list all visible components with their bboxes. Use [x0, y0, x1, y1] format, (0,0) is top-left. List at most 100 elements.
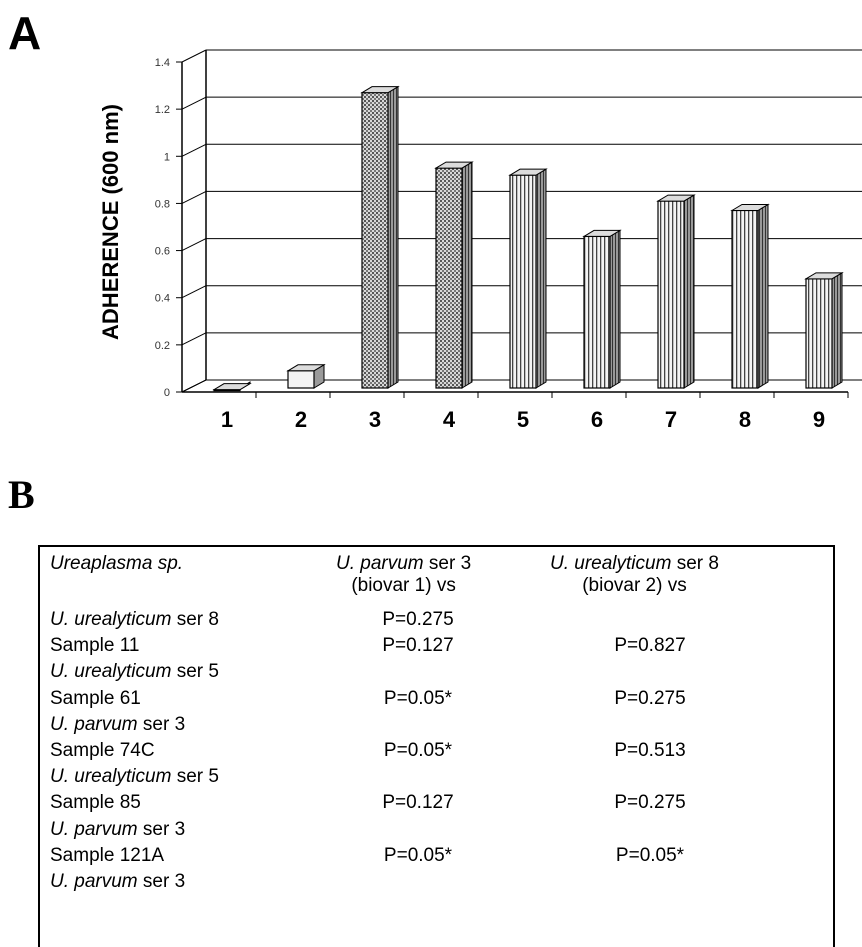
x-tick-label: 5	[517, 407, 529, 432]
y-tick-label: 1.4	[155, 57, 170, 69]
bar-2	[286, 363, 326, 389]
table-row: U. parvum ser 3	[40, 714, 833, 736]
gridline-diag	[181, 49, 207, 63]
p-value-biovar1: P=0.275	[382, 609, 454, 630]
y-tick-label: 0.2	[155, 340, 170, 352]
table-header-biovar1: U. parvum ser 3 (biovar 1) vs	[336, 553, 472, 596]
bar-top	[286, 364, 326, 372]
bar-1	[212, 381, 252, 392]
bar-front	[287, 370, 315, 389]
p-value-biovar2: P=0.513	[614, 740, 686, 761]
table-row: U. urealyticum ser 8 P=0.275	[40, 609, 833, 631]
bar-top	[582, 229, 622, 237]
chart-ticks: 0 0.2 0.4 0.6 0.8 1 1.2 1.4 1 2 3 4 5 6 7 8 9	[155, 57, 849, 432]
bar-8	[730, 203, 770, 389]
x-tick-label: 7	[665, 407, 677, 432]
table-header-species: Ureaplasma sp.	[50, 553, 184, 574]
bar-front	[805, 278, 833, 389]
y-tick-label: 1.2	[155, 104, 170, 116]
bar-side	[831, 271, 843, 389]
row-label: Sample 85	[50, 792, 141, 814]
x-tick-label: 2	[295, 407, 307, 432]
bar-side	[535, 168, 547, 389]
p-value-biovar2: P=0.275	[614, 792, 686, 814]
x-tick-label: 8	[739, 407, 751, 432]
table-row: Sample 11 P=0.127 P=0.827	[40, 635, 833, 657]
table-header-biovar2: U. urealyticum ser 8 (biovar 2) vs	[550, 553, 719, 596]
bar-9	[804, 271, 844, 389]
bar-side	[609, 229, 621, 389]
p-value-biovar1: P=0.05*	[383, 687, 453, 709]
gridline-diag	[181, 379, 207, 393]
panel-b-label: B	[8, 472, 35, 517]
p-value-table: Ureaplasma sp. U. parvum ser 3 (biovar 1…	[38, 545, 835, 947]
gridline-diag	[181, 238, 207, 252]
y-tick-label: 0.8	[155, 198, 170, 210]
bar-front	[731, 209, 759, 389]
bar-top	[656, 194, 696, 202]
table-row: U. parvum ser 3	[40, 871, 833, 893]
table-row: Sample 61 P=0.05* P=0.275	[40, 688, 833, 710]
bar-5	[508, 168, 548, 389]
bar-top	[730, 204, 770, 211]
y-tick-label: 0	[164, 387, 170, 399]
y-axis-label: ADHERENCE (600 nm)	[98, 104, 123, 340]
row-label: U. parvum ser 3	[50, 818, 186, 840]
row-label: U. urealyticum ser 8	[50, 609, 219, 630]
table-row: Sample 121A P=0.05* P=0.05*	[40, 845, 833, 867]
p-value-biovar2: P=0.275	[614, 687, 686, 709]
gridline-diag	[181, 143, 207, 157]
row-label: U. parvum ser 3	[50, 713, 186, 735]
x-tick-label: 1	[221, 407, 233, 432]
gridline-diag	[181, 190, 207, 204]
p-value-biovar1: P=0.05*	[383, 844, 453, 866]
p-value-biovar1: P=0.127	[382, 635, 454, 657]
table-row: U. urealyticum ser 5	[40, 766, 833, 788]
bar-top	[508, 168, 548, 176]
row-label: U. urealyticum ser 5	[50, 766, 219, 788]
row-label: Sample 61	[50, 687, 141, 709]
bar-front	[509, 174, 537, 389]
row-label: Sample 74C	[50, 740, 155, 761]
bar-side	[387, 85, 399, 389]
bar-front	[435, 167, 463, 389]
y-tick-label: 0.4	[155, 293, 170, 305]
p-value-biovar1: P=0.127	[382, 792, 454, 814]
table-row: U. parvum ser 3	[40, 819, 833, 841]
adherence-bar-chart: 0 0.2 0.4 0.6 0.8 1 1.2 1.4 1 2 3 4 5 6 7 8 9 ADHERENCE …	[98, 49, 862, 432]
bar-side	[683, 194, 695, 389]
p-value-biovar1: P=0.05*	[383, 740, 453, 761]
x-tick-label: 4	[443, 407, 456, 432]
x-tick-label: 9	[813, 407, 825, 432]
bar-top	[212, 383, 252, 391]
row-label: U. urealyticum ser 5	[50, 661, 219, 683]
panel-a-label: A	[8, 7, 42, 59]
bar-top	[804, 272, 844, 280]
row-label: Sample 121A	[50, 844, 165, 866]
bar-3	[360, 85, 400, 389]
bar-4	[434, 161, 474, 389]
y-tick-label: 0.6	[155, 246, 170, 258]
bar-front	[583, 235, 611, 389]
p-value-biovar2: P=0.05*	[615, 844, 685, 866]
x-tick-label: 3	[369, 407, 381, 432]
bar-7	[656, 194, 696, 389]
table-row: Sample 85 P=0.127 P=0.275	[40, 792, 833, 814]
table-row: U. urealyticum ser 5	[40, 661, 833, 683]
gridline-diag	[181, 285, 207, 299]
row-label: Sample 11	[50, 635, 140, 657]
bar-front	[657, 200, 685, 389]
bar-side	[461, 161, 473, 389]
bar-6	[582, 229, 622, 389]
bar-front	[361, 92, 389, 389]
bar-top	[360, 86, 400, 94]
p-value-biovar2: P=0.827	[614, 635, 686, 657]
gridline-diag	[181, 332, 207, 346]
bar-top	[434, 161, 474, 169]
row-label: U. parvum ser 3	[50, 871, 186, 892]
chart-bars	[212, 85, 844, 392]
gridline-diag	[181, 96, 207, 110]
bar-side	[757, 203, 769, 389]
x-tick-label: 6	[591, 407, 603, 432]
y-tick-label: 1	[164, 151, 170, 163]
